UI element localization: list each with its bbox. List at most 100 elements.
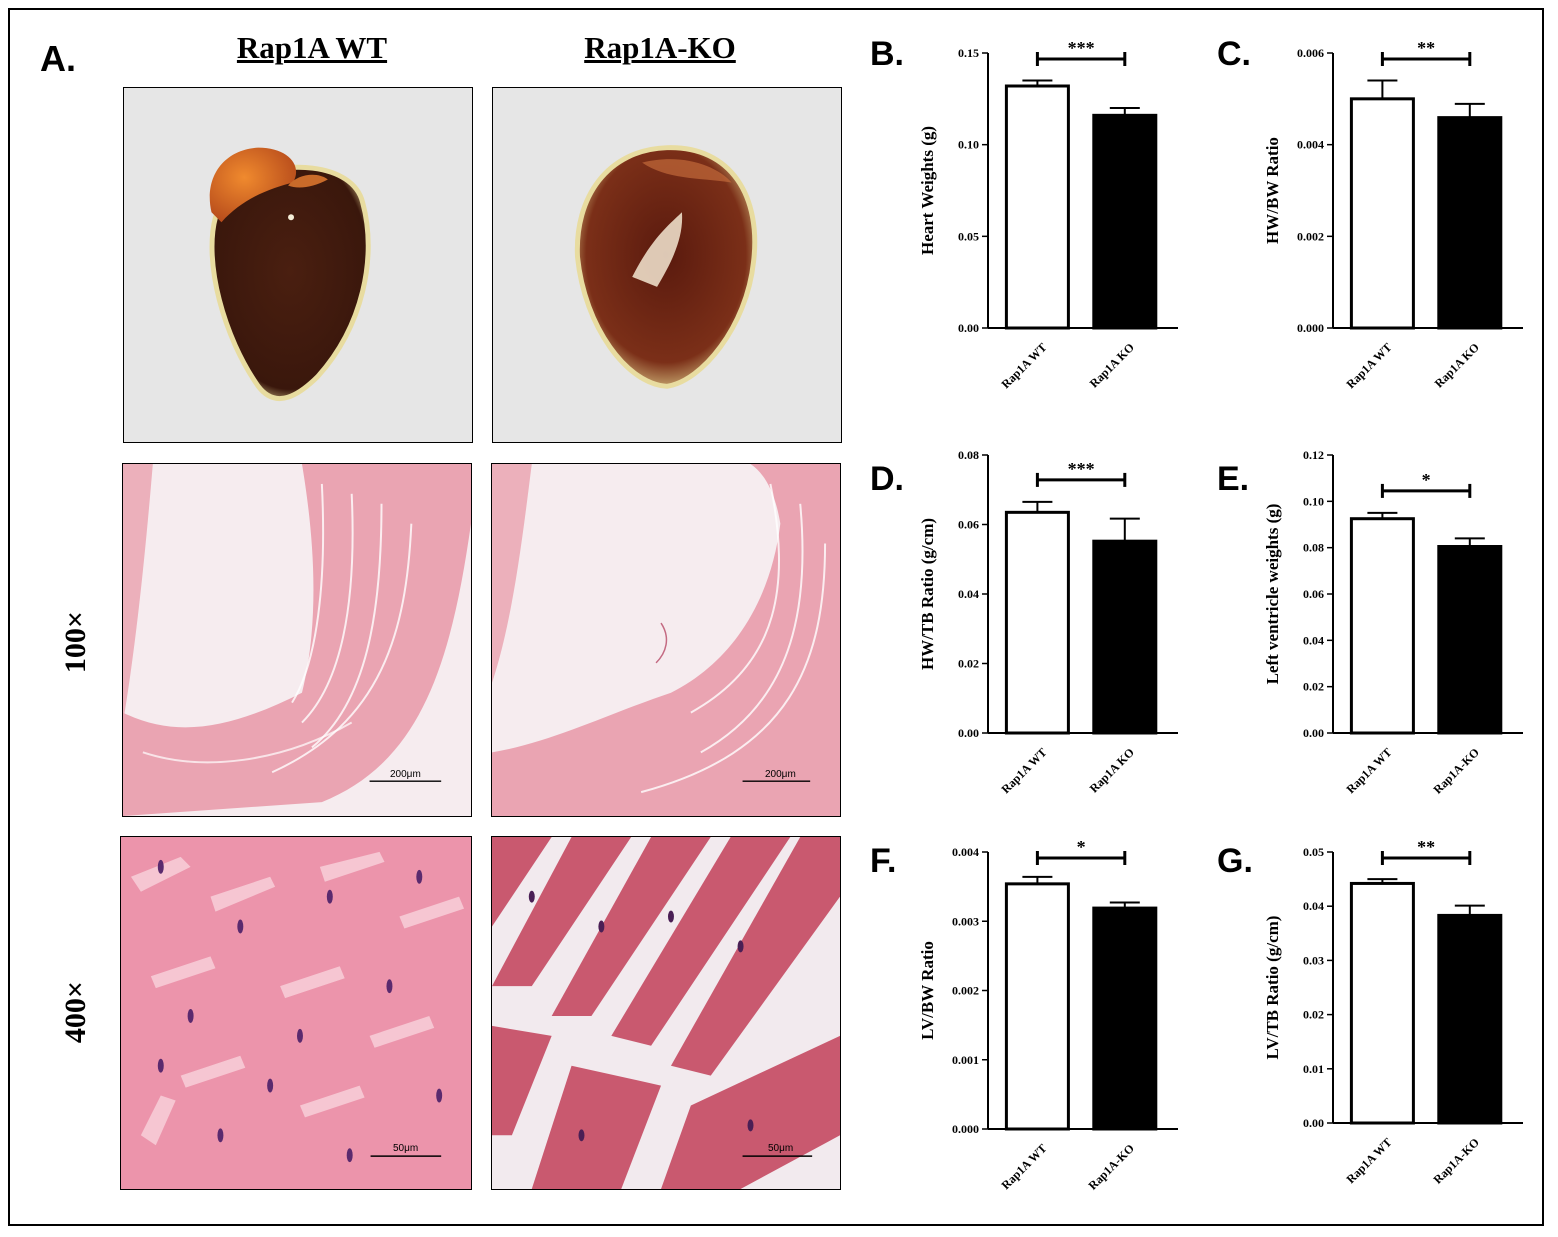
x-tick-label: Rap1A KO	[1087, 745, 1137, 795]
histology-400x-wt: 50μm	[120, 836, 472, 1190]
scale-label-100x-wt: 200μm	[390, 769, 421, 780]
y-tick-label: 0.00	[1303, 1116, 1324, 1130]
chart-hw-bw-ratio: C. 0.000 0.002 0.004 0.006 HW/BW Ratio Rap1A W…	[1215, 25, 1545, 415]
chart-svg-E: E. 0.00 0.02 0.04 0.06 0.08 0.10 0.12 Left ventr…	[1217, 448, 1523, 797]
histology-100x-wt-image	[123, 464, 471, 816]
panel-letter-C: C.	[1217, 35, 1251, 73]
y-tick-label: 0.00	[958, 726, 979, 740]
heart-wt-image	[209, 147, 371, 402]
bar-ko	[1437, 913, 1503, 1125]
panel-letter-D: D.	[870, 460, 904, 498]
x-tick-label: Rap1A WT	[1344, 340, 1395, 391]
y-tick-label: 0.04	[1303, 633, 1324, 647]
scale-label-400x-ko: 50μm	[768, 1143, 794, 1154]
chart-svg-D: D. 0.00 0.02 0.04 0.06 0.08 HW/TB Ratio (g/cm)…	[870, 448, 1178, 796]
significance-label: ***	[1068, 459, 1095, 479]
y-tick-label: 0.02	[958, 657, 979, 671]
bar-wt	[1004, 84, 1070, 330]
y-tick-label: 0.04	[958, 587, 979, 601]
row-label-400x: 400×	[59, 980, 92, 1044]
significance-label: ***	[1068, 38, 1095, 58]
y-tick-label: 0.08	[1303, 541, 1324, 555]
y-tick-label: 0.10	[1303, 494, 1324, 508]
y-tick-label: 0.000	[952, 1122, 979, 1136]
histology-400x-ko: 50μm	[491, 836, 841, 1190]
x-tick-label: Rap1A KO	[1087, 340, 1137, 390]
col-title-wt: Rap1A WT	[236, 30, 388, 65]
histology-400x-wt-image	[121, 837, 471, 1189]
x-tick-label: Rap1A WT	[999, 340, 1050, 391]
col-title-ko: Rap1A-KO	[584, 30, 736, 65]
chart-lv-bw-ratio: F. 0.000 0.001 0.002 0.003 0.004 LV/BW Ratio Ra…	[868, 830, 1198, 1210]
y-tick-label: 0.00	[1303, 726, 1324, 740]
bar-wt	[1349, 97, 1415, 330]
heart-ko-image	[574, 145, 758, 389]
chart-lv-weights: E. 0.00 0.02 0.04 0.06 0.08 0.10 0.12 Left ventr…	[1215, 440, 1545, 825]
chart-lv-tb-ratio: G. 0.00 0.01 0.02 0.03 0.04 0.05 LV/TB Ratio (g…	[1215, 830, 1545, 1210]
x-tick-label: Rap1A WT	[1344, 1135, 1395, 1186]
y-tick-label: 0.05	[958, 229, 979, 243]
x-tick-label: Rap1A-KO	[1431, 1135, 1482, 1186]
y-tick-label: 0.01	[1303, 1062, 1324, 1076]
y-axis-label: Heart Weights (g)	[918, 126, 937, 255]
panel-letter-B: B.	[870, 35, 904, 73]
chart-heart-weights: B. 0.00 0.05 0.10 0.15 Heart Weights (g) Rap1A…	[868, 25, 1198, 415]
x-tick-label: Rap1A-KO	[1431, 745, 1482, 796]
y-tick-label: 0.10	[958, 138, 979, 152]
bar-ko	[1092, 539, 1158, 735]
bar-wt	[1004, 882, 1070, 1131]
significance-label: **	[1417, 837, 1435, 857]
x-tick-label: Rap1A WT	[999, 1141, 1050, 1192]
chart-hw-tb-ratio: D. 0.00 0.02 0.04 0.06 0.08 HW/TB Ratio (g/cm)…	[868, 440, 1198, 825]
bar-wt	[1349, 517, 1415, 735]
y-tick-label: 0.00	[958, 321, 979, 335]
y-tick-label: 0.04	[1303, 899, 1324, 913]
y-axis-label: HW/TB Ratio (g/cm)	[918, 518, 937, 670]
chart-svg-B: B. 0.00 0.05 0.10 0.15 Heart Weights (g) Rap1A…	[870, 35, 1178, 391]
significance-label: **	[1417, 38, 1435, 58]
y-axis-label: LV/BW Ratio	[918, 941, 937, 1040]
y-tick-label: 0.15	[958, 46, 979, 60]
chart-svg-F: F. 0.000 0.001 0.002 0.003 0.004 LV/BW Ratio Ra…	[870, 837, 1178, 1193]
y-tick-label: 0.02	[1303, 680, 1324, 694]
bar-ko	[1437, 116, 1503, 330]
y-tick-label: 0.003	[952, 914, 979, 928]
y-tick-label: 0.05	[1303, 845, 1324, 859]
bar-wt	[1004, 510, 1070, 735]
bar-wt	[1349, 881, 1415, 1125]
y-tick-label: 0.12	[1303, 448, 1324, 462]
scale-label-100x-ko: 200μm	[765, 769, 796, 780]
x-tick-label: Rap1A WT	[1344, 745, 1395, 796]
y-tick-label: 0.002	[952, 984, 979, 998]
panel-a-letter: A.	[40, 38, 76, 79]
y-tick-label: 0.02	[1303, 1008, 1324, 1022]
y-tick-label: 0.004	[1297, 138, 1324, 152]
heart-photo-wt	[123, 87, 473, 443]
y-axis-label: HW/BW Ratio	[1263, 137, 1282, 244]
y-tick-label: 0.001	[952, 1053, 979, 1067]
bar-ko	[1092, 113, 1158, 330]
y-tick-label: 0.002	[1297, 229, 1324, 243]
bar-ko	[1437, 545, 1503, 735]
scale-label-400x-wt: 50μm	[393, 1143, 419, 1154]
y-tick-label: 0.06	[958, 518, 979, 532]
x-tick-label: Rap1A KO	[1432, 340, 1482, 390]
histology-100x-ko: 200μm	[491, 463, 841, 817]
y-tick-label: 0.06	[1303, 587, 1324, 601]
chart-svg-G: G. 0.00 0.01 0.02 0.03 0.04 0.05 LV/TB Ratio (g…	[1217, 837, 1523, 1187]
y-tick-label: 0.006	[1297, 46, 1324, 60]
y-tick-label: 0.004	[952, 845, 979, 859]
panel-letter-E: E.	[1217, 460, 1249, 498]
y-axis-label: Left ventricle weights (g)	[1263, 504, 1282, 685]
histology-100x-wt: 200μm	[122, 463, 472, 817]
y-axis-label: LV/TB Ratio (g/cm)	[1263, 916, 1282, 1060]
heart-photo-ko	[492, 87, 842, 443]
panel-letter-F: F.	[870, 842, 896, 880]
chart-svg-C: C. 0.000 0.002 0.004 0.006 HW/BW Ratio Rap1A W…	[1217, 35, 1523, 391]
y-tick-label: 0.08	[958, 448, 979, 462]
significance-label: *	[1077, 837, 1086, 857]
y-tick-label: 0.03	[1303, 953, 1324, 967]
row-label-100x: 100×	[59, 610, 92, 674]
histology-100x-ko-image	[492, 464, 840, 816]
significance-label: *	[1422, 470, 1431, 490]
